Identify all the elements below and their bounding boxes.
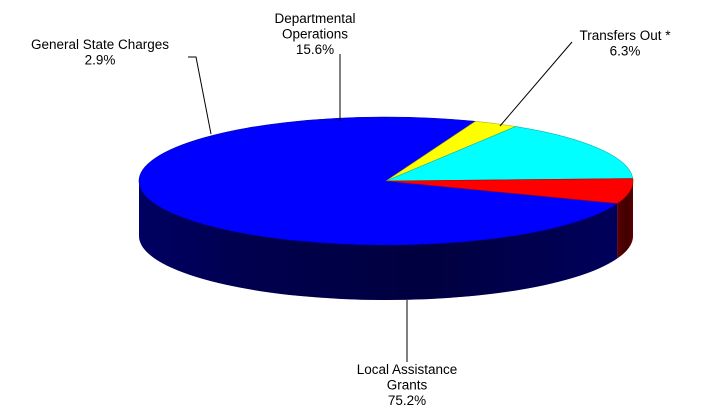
data-label-name-local-assistance-grants: Local Assistance	[357, 362, 458, 377]
data-label-value-local-assistance-grants: 75.2%	[388, 393, 426, 408]
data-label-name-transfers-out: Transfers Out *	[579, 28, 671, 43]
data-label-name-departmental-operations: Departmental	[274, 11, 355, 26]
data-label-value-general-state-charges: 2.9%	[85, 53, 116, 68]
pie-side-shade-transfers-out	[617, 181, 633, 259]
data-label-name-local-assistance-grants: Grants	[387, 378, 428, 393]
pie-slice-departmental-operations	[385, 126, 634, 182]
pie-side-shade-local-assistance-grants	[139, 181, 618, 301]
pie-slice-local-assistance-grants	[138, 116, 619, 246]
pie-slice-transfers-out	[385, 178, 634, 204]
data-label-value-departmental-operations: 15.6%	[296, 42, 334, 57]
data-label-name-general-state-charges: General State Charges	[31, 37, 169, 52]
leader-line-general-state-charges	[188, 56, 212, 135]
data-label-value-transfers-out: 6.3%	[610, 44, 641, 59]
data-label-name-departmental-operations: Operations	[282, 27, 348, 42]
leader-line-transfers-out	[499, 41, 573, 127]
